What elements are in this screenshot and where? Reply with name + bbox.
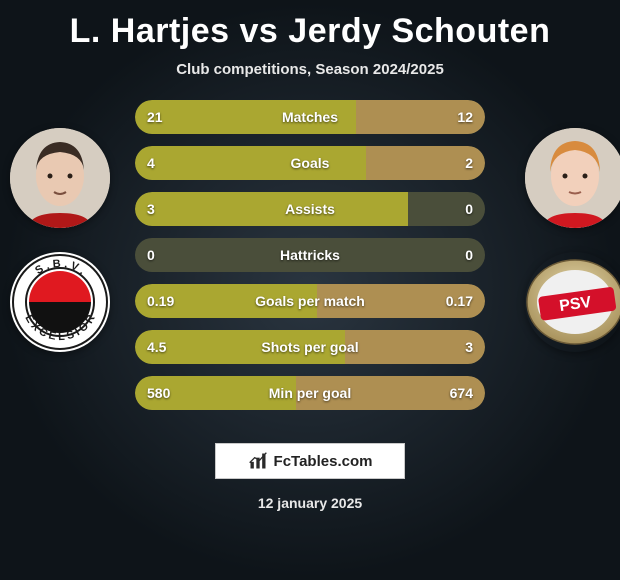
page-title: L. Hartjes vs Jerdy Schouten	[0, 0, 620, 51]
stat-row: 4.53Shots per goal	[135, 330, 485, 364]
club-badge-left: S . B . V . E X C E L S I O R	[10, 252, 110, 352]
source-badge[interactable]: FcTables.com	[215, 443, 405, 479]
stat-row: 2112Matches	[135, 100, 485, 134]
stat-label: Min per goal	[135, 376, 485, 410]
player-avatar-left	[10, 128, 110, 228]
subtitle: Club competitions, Season 2024/2025	[0, 61, 620, 78]
stat-row: 0.190.17Goals per match	[135, 284, 485, 318]
stat-row: 00Hattricks	[135, 238, 485, 272]
chart-icon	[248, 451, 268, 471]
stat-label: Shots per goal	[135, 330, 485, 364]
stat-label: Goals	[135, 146, 485, 180]
stat-row: 30Assists	[135, 192, 485, 226]
stats-bars: 2112Matches 42Goals 30Assists 00Hattricks 0.…	[135, 100, 485, 422]
club-badge-right: PSV	[525, 252, 620, 352]
stat-label: Hattricks	[135, 238, 485, 272]
stat-row: 580674Min per goal	[135, 376, 485, 410]
comparison-panel: S . B . V . E X C E L S I O R PSV	[0, 100, 620, 430]
date-text: 12 january 2025	[0, 495, 620, 511]
stat-label: Assists	[135, 192, 485, 226]
stat-label: Goals per match	[135, 284, 485, 318]
source-badge-text: FcTables.com	[274, 453, 373, 470]
player-avatar-right	[525, 128, 620, 228]
stat-row: 42Goals	[135, 146, 485, 180]
stat-label: Matches	[135, 100, 485, 134]
